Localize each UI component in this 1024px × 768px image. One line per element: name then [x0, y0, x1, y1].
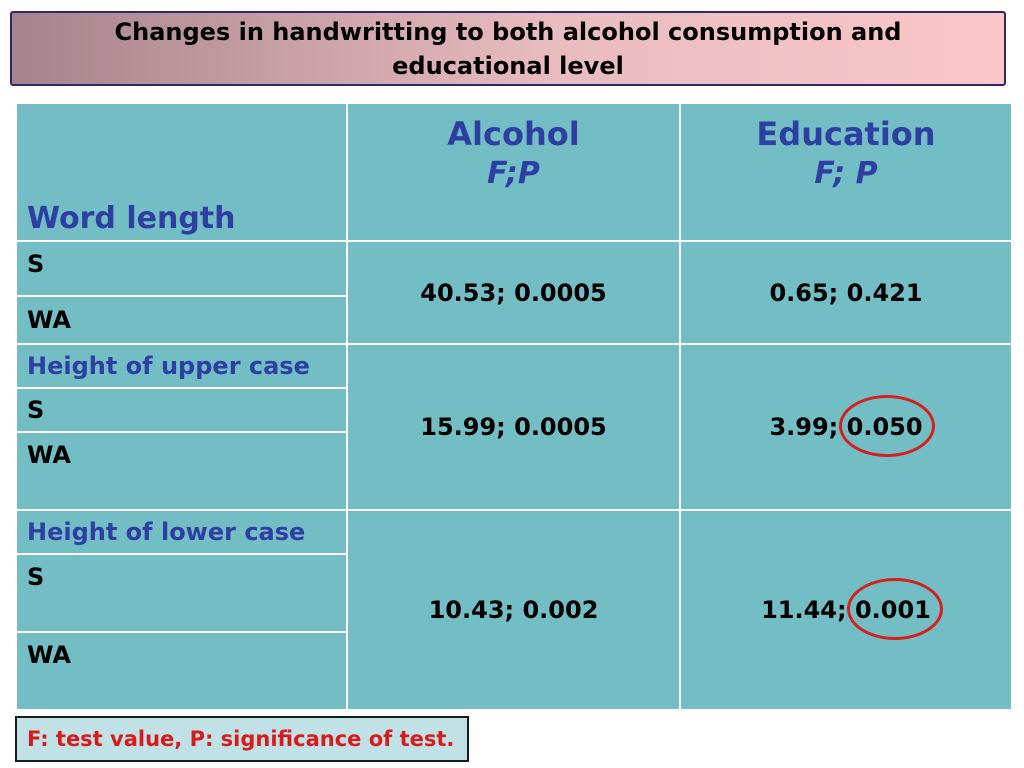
- education-subtitle: F; P: [814, 156, 878, 191]
- alcohol-header: Alcohol F;P: [346, 102, 681, 242]
- row-label-s: S: [15, 240, 348, 297]
- alcohol-title: Alcohol: [447, 115, 580, 153]
- table-row: S: [15, 387, 1012, 433]
- alcohol-value-lower-case: 10.43; 0.002: [346, 509, 681, 711]
- table-row: Height of lower case 10.43; 0.002 11.44;…: [15, 509, 1013, 711]
- education-header: Education F; P: [679, 102, 1013, 242]
- table-row: S 40.53; 0.0005 0.65; 0.421: [15, 240, 1013, 345]
- row-label-s: S: [15, 553, 348, 633]
- education-f-lower-case: 11.44;: [761, 596, 847, 624]
- row-label-wa: WA: [15, 295, 348, 345]
- row-label-wa: WA: [15, 631, 348, 711]
- word-length-header: Word length: [15, 102, 348, 242]
- title-box: Changes in handwritting to both alcohol …: [10, 11, 1006, 86]
- row-label-wa: WA: [15, 431, 348, 511]
- education-value-word-length: 0.65; 0.421: [679, 240, 1013, 345]
- education-title: Education: [756, 115, 936, 153]
- footnote-box: F: test value, P: significance of test.: [15, 716, 469, 762]
- group-label-lower-case: Height of lower case: [15, 509, 348, 555]
- group-label-upper-case: Height of upper case: [15, 343, 348, 389]
- results-table: Word length Alcohol F;P Education F; P S…: [15, 102, 1013, 711]
- slide-title: Changes in handwritting to both alcohol …: [114, 17, 902, 80]
- education-value-lower-case: 11.44; 0.001: [679, 509, 1013, 711]
- alcohol-value-word-length: 40.53; 0.0005: [346, 240, 681, 345]
- table-row: WA: [15, 431, 1012, 511]
- table-row: WA: [15, 295, 1012, 345]
- table-row: S: [15, 553, 1012, 633]
- header-row: Word length Alcohol F;P Education F; P: [15, 102, 1013, 242]
- table-row: WA: [15, 631, 1012, 711]
- circled-p-value: 0.001: [846, 578, 943, 640]
- table-row: Height of upper case 15.99; 0.0005 3.99;…: [15, 343, 1013, 511]
- alcohol-value-upper-case: 15.99; 0.0005: [346, 343, 681, 511]
- footnote-text: F: test value, P: significance of test.: [27, 727, 455, 751]
- education-value-upper-case: 3.99; 0.050: [679, 343, 1013, 511]
- circled-p-value: 0.050: [838, 395, 935, 457]
- alcohol-subtitle: F;P: [487, 156, 540, 191]
- education-f-upper-case: 3.99;: [769, 413, 839, 441]
- row-label-s: S: [15, 387, 348, 433]
